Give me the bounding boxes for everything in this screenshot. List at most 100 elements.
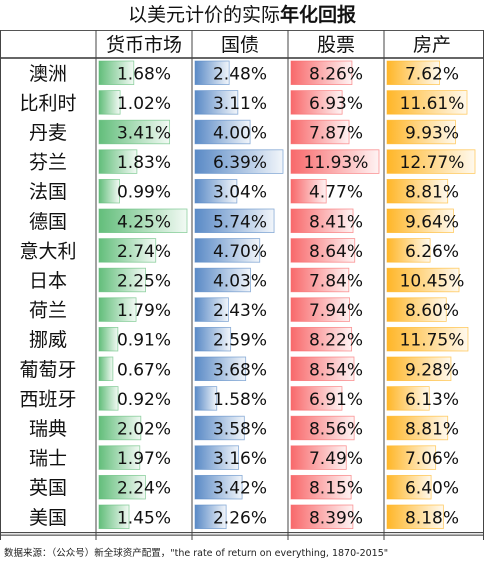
- data-bar: [98, 178, 120, 204]
- data-label: 7.62%: [405, 64, 459, 84]
- data-label: 8.39%: [309, 508, 363, 528]
- table-row: 澳洲 1.68% 2.48% 8.26% 7.62%: [29, 60, 459, 86]
- data-label: 0.92%: [117, 390, 171, 410]
- data-label: 7.87%: [309, 124, 363, 144]
- data-bar: [98, 267, 146, 293]
- column-header: 股票: [317, 34, 355, 56]
- data-label: 6.39%: [213, 153, 267, 173]
- data-label: 2.25%: [117, 272, 171, 292]
- table-row: 挪威 0.91% 2.59% 8.22% 11.75%: [29, 326, 469, 352]
- data-label: 8.60%: [405, 301, 459, 321]
- data-label: 3.04%: [213, 183, 267, 203]
- data-bar: [98, 356, 114, 382]
- data-bar: [194, 60, 230, 86]
- data-bar: [386, 356, 452, 382]
- data-label: 1.79%: [117, 301, 171, 321]
- data-bar: [98, 415, 142, 441]
- data-bar: [290, 386, 343, 411]
- data-bar: [386, 326, 469, 352]
- country-label: 比利时: [19, 92, 76, 114]
- data-label: 8.41%: [309, 212, 363, 232]
- table-row: 意大利 2.74% 4.70% 8.64% 6.26%: [19, 238, 459, 263]
- country-label: 荷兰: [29, 300, 67, 322]
- data-bar: [290, 90, 343, 115]
- country-label: 德国: [29, 211, 67, 233]
- data-bar: [98, 149, 138, 174]
- data-label: 0.91%: [117, 331, 171, 351]
- data-bar: [194, 356, 247, 382]
- data-bar: [194, 474, 243, 500]
- data-label: 9.64%: [405, 212, 459, 232]
- data-bar: [290, 178, 327, 204]
- data-label: 3.11%: [213, 94, 267, 114]
- data-label: 2.26%: [213, 508, 267, 528]
- table-row: 瑞士 1.97% 3.16% 7.49% 7.06%: [29, 445, 459, 470]
- data-label: 8.81%: [405, 420, 459, 440]
- data-bar: [290, 504, 354, 530]
- data-label: 6.26%: [405, 242, 459, 262]
- data-bar: [386, 297, 447, 322]
- data-bar: [98, 474, 146, 500]
- data-label: 2.48%: [213, 64, 267, 84]
- data-bar: [386, 208, 454, 234]
- data-label: 4.25%: [117, 212, 171, 232]
- data-label: 7.84%: [309, 272, 363, 292]
- country-label: 芬兰: [29, 152, 67, 174]
- data-bar: [98, 504, 130, 530]
- country-label: 日本: [29, 270, 67, 292]
- data-bar: [386, 119, 456, 145]
- data-label: 2.59%: [213, 331, 267, 351]
- data-bar: [386, 474, 432, 500]
- data-label: 9.93%: [405, 124, 459, 144]
- country-label: 美国: [29, 507, 67, 529]
- data-bar: [194, 238, 261, 263]
- data-label: 3.58%: [213, 420, 267, 440]
- table-row: 西班牙 0.92% 1.58% 6.91% 6.13%: [19, 386, 459, 411]
- data-label: 1.83%: [117, 153, 171, 173]
- data-bar: [290, 326, 353, 352]
- data-label: 1.97%: [117, 449, 171, 469]
- data-label: 4.00%: [213, 124, 267, 144]
- data-label: 10.45%: [400, 272, 465, 292]
- data-bar: [194, 297, 229, 322]
- data-bar: [386, 149, 476, 174]
- table-row: 瑞典 2.02% 3.58% 8.56% 8.81%: [29, 415, 459, 441]
- data-label: 2.43%: [213, 301, 267, 321]
- data-bar: [194, 149, 284, 174]
- data-bar: [386, 90, 468, 115]
- title-bold: 年化回报: [280, 4, 357, 26]
- column-header: 货币市场: [106, 34, 182, 56]
- data-label: 0.99%: [117, 183, 171, 203]
- data-bar: [98, 326, 119, 352]
- table-row: 法国 0.99% 3.04% 4.77% 8.81%: [29, 178, 459, 204]
- data-bar: [98, 60, 135, 86]
- data-label: 3.16%: [213, 449, 267, 469]
- data-label: 8.18%: [405, 508, 459, 528]
- table-row: 美国 1.45% 2.26% 8.39% 8.18%: [29, 504, 459, 530]
- column-header: 国债: [221, 34, 259, 56]
- data-bar: [386, 504, 444, 530]
- column-header: 房产: [413, 34, 451, 56]
- table-row: 荷兰 1.79% 2.43% 7.94% 8.60%: [29, 297, 459, 322]
- data-bar: [194, 445, 239, 470]
- data-label: 6.93%: [309, 94, 363, 114]
- data-bar: [290, 474, 352, 500]
- data-bar: [98, 386, 119, 411]
- data-label: 6.91%: [309, 390, 363, 410]
- data-label: 6.40%: [405, 479, 459, 499]
- data-label: 3.68%: [213, 360, 267, 380]
- data-label: 8.56%: [309, 420, 363, 440]
- data-label: 0.67%: [117, 360, 171, 380]
- data-label: 1.68%: [117, 64, 171, 84]
- source-note: 数据来源：（公众号）新全球资产配置，"the rate of return on…: [4, 548, 389, 559]
- data-bar: [194, 386, 218, 411]
- country-label: 葡萄牙: [19, 359, 76, 381]
- data-bar: [290, 238, 356, 263]
- table-row: 日本 2.25% 4.03% 7.84% 10.45%: [29, 267, 465, 293]
- data-bar: [290, 267, 350, 293]
- data-bar: [386, 415, 449, 441]
- data-label: 11.75%: [400, 331, 465, 351]
- country-label: 瑞士: [29, 448, 67, 470]
- data-label: 12.77%: [400, 153, 465, 173]
